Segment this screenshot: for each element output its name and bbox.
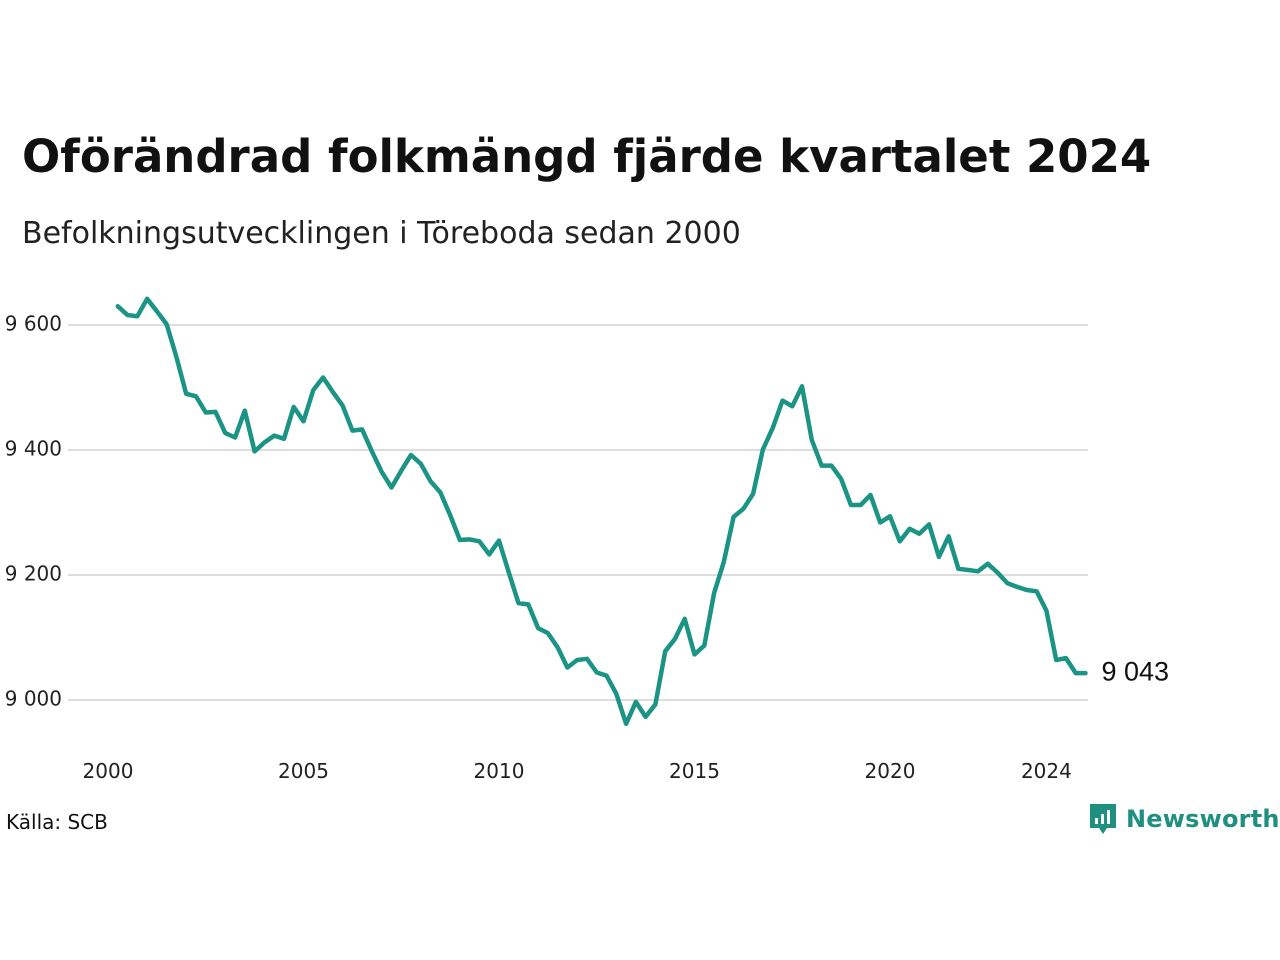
series-line-population xyxy=(115,296,1088,727)
y-tick-label: 9 600 xyxy=(5,312,62,336)
y-axis-tick-labels: 9 000 9 200 9 400 9 600 xyxy=(5,312,62,711)
y-tick-label: 9 000 xyxy=(5,687,62,711)
x-tick-label: 2005 xyxy=(278,759,329,783)
x-tick-label: 2010 xyxy=(474,759,525,783)
brand-logo: Newsworthy xyxy=(1088,802,1280,836)
grid-lines xyxy=(68,324,1088,701)
series-points xyxy=(118,299,1086,724)
brand-name: Newsworthy xyxy=(1126,805,1280,833)
y-tick-label: 9 400 xyxy=(5,437,62,461)
x-tick-label: 2000 xyxy=(83,759,134,783)
chart-title: Oförändrad folkmängd fjärde kvartalet 20… xyxy=(22,130,1152,183)
y-tick-label: 9 200 xyxy=(5,562,62,586)
source-note: Källa: SCB xyxy=(6,810,108,834)
x-axis-tick-labels: 2000 2005 2010 2015 2020 2024 xyxy=(83,759,1072,783)
chart-subtitle: Befolkningsutvecklingen i Töreboda sedan… xyxy=(22,216,741,251)
end-value-label: 9 043 xyxy=(1102,656,1170,686)
x-tick-label: 2024 xyxy=(1021,759,1072,783)
x-tick-label: 2015 xyxy=(669,759,720,783)
newsworthy-logo-icon xyxy=(1090,804,1116,834)
x-tick-label: 2020 xyxy=(865,759,916,783)
